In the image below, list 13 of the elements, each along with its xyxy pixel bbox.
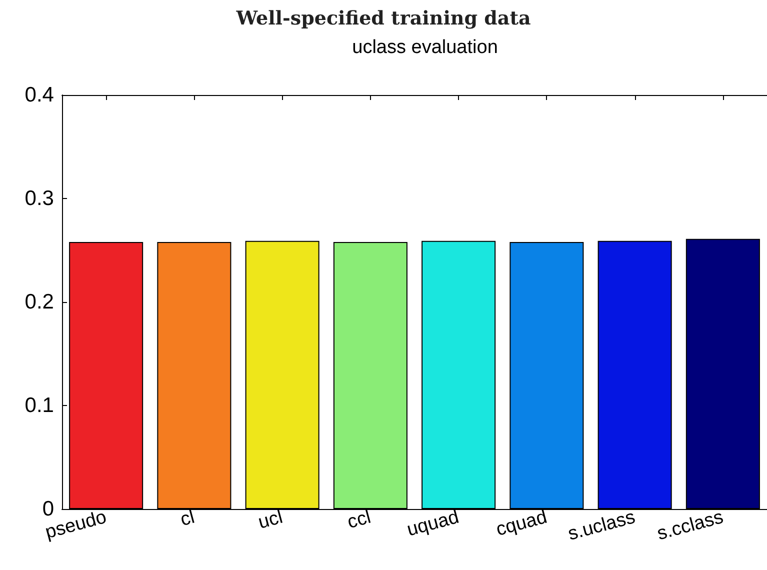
x-tick-label: s.uclass (566, 506, 638, 545)
y-tick-label: 0.3 (24, 187, 54, 210)
y-tick-label: 0.2 (24, 290, 54, 314)
x-tick-label: cl (178, 506, 197, 531)
x-tick-label: uquad (404, 506, 462, 541)
x-tick-label: ccl (345, 506, 374, 534)
chart-title: Well-specified training data (235, 8, 531, 30)
x-tick-label: ucl (256, 506, 286, 534)
x-tick-label: s.cclass (654, 506, 726, 545)
x-tick-label: cquad (494, 506, 550, 541)
y-tick-label: 0.1 (24, 394, 54, 417)
chart-subtitle: uclass evaluation (352, 37, 498, 58)
y-tick-label: 0.4 (24, 84, 54, 106)
